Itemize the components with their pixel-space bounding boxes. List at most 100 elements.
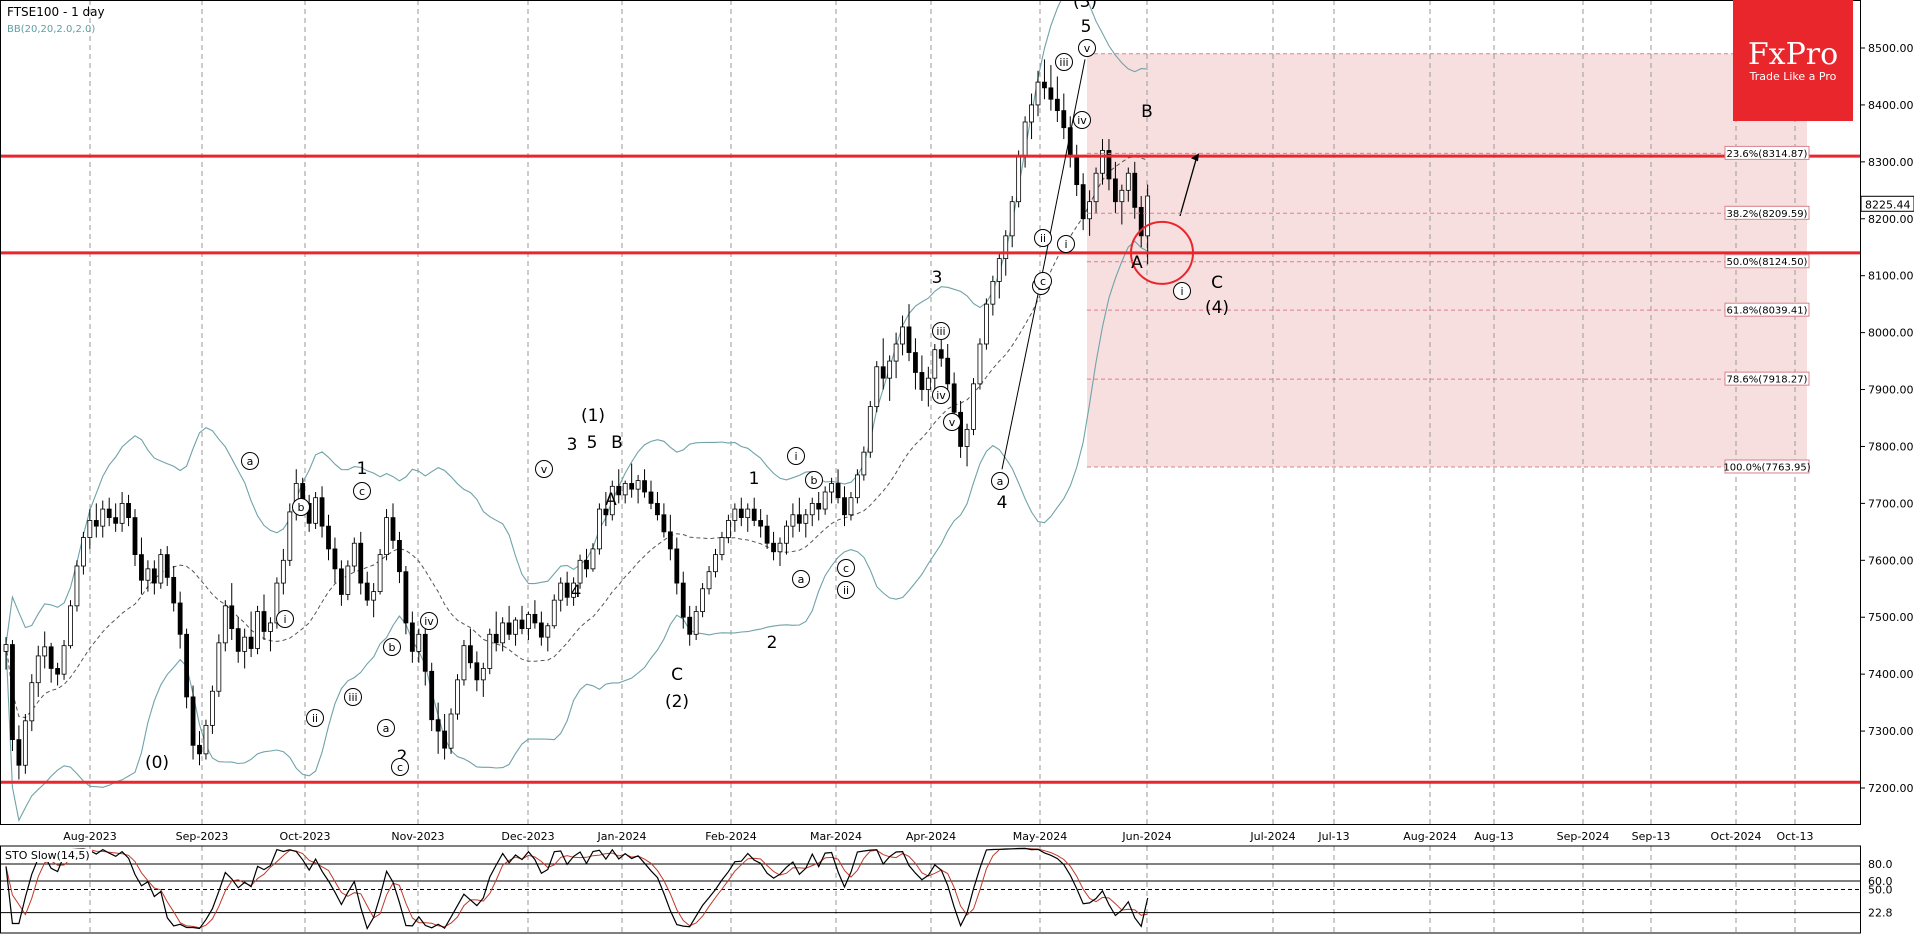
candle-body [320, 498, 324, 526]
candle-body [468, 646, 472, 663]
minor-wave-label: iii [348, 691, 357, 704]
candle-body [69, 606, 73, 646]
candle-body [507, 623, 511, 634]
x-tick-label: Jan-2024 [597, 830, 647, 843]
candle-body [1042, 82, 1046, 88]
candle-body [481, 668, 485, 679]
candle-body [907, 327, 911, 353]
wave-label: B [611, 433, 623, 453]
fib-level-label: 78.6%(7918.27) [1727, 375, 1808, 386]
candle-body [1113, 179, 1117, 202]
candle-body [1081, 185, 1085, 219]
candle-body [952, 384, 956, 412]
fibonacci-zone [1087, 54, 1807, 467]
candle-body [81, 538, 85, 566]
candle-body [823, 492, 827, 509]
candle-body [443, 731, 447, 748]
y-tick-label: 8300.00 [1868, 156, 1914, 169]
candle-body [739, 509, 743, 518]
wave-label: 5 [587, 433, 598, 453]
fib-zone-rect [1087, 54, 1807, 467]
y-tick-label: 7700.00 [1868, 497, 1914, 510]
minor-wave-label: ii [312, 712, 318, 725]
candle-body [939, 350, 943, 359]
wave-label: 4 [571, 582, 582, 602]
minor-wave-label: iv [1077, 114, 1087, 127]
candle-body [623, 483, 627, 494]
candle-body [152, 569, 156, 583]
x-tick-label: Nov-2023 [391, 830, 444, 843]
minor-wave-label: ii [1040, 232, 1046, 245]
candle-body [830, 483, 834, 492]
candle-body [288, 512, 292, 560]
fxpro-logo[interactable]: FxPro Trade Like a Pro [1733, 0, 1853, 121]
candle-body [520, 620, 524, 629]
candle-body [249, 637, 253, 648]
candle-body [984, 304, 988, 344]
sto-level-label: 50.0 [1868, 884, 1893, 897]
candle-body [772, 543, 776, 552]
minor-wave-label: i [283, 613, 286, 626]
x-tick-label: Apr-2024 [906, 830, 956, 843]
candle-body [1075, 156, 1079, 184]
candle-body [681, 583, 685, 617]
minor-wave-label: iv [936, 389, 946, 402]
sto-level-label: 22.8 [1868, 907, 1893, 920]
y-tick-label: 8400.00 [1868, 99, 1914, 112]
candle-body [546, 626, 550, 637]
candle-body [991, 281, 995, 304]
candle-body [630, 483, 634, 489]
minor-wave-label: v [541, 463, 548, 476]
candle-body [765, 526, 769, 543]
candle-body [436, 720, 440, 731]
indicator-label: BB(20,20,2.0,2.0) [7, 24, 95, 35]
candle-body [597, 509, 601, 549]
candle-body [810, 503, 814, 514]
minor-wave-label: a [798, 573, 805, 586]
x-tick-label: Jul-2024 [1249, 830, 1295, 843]
wave-label: C [1211, 273, 1223, 293]
candle-body [1088, 202, 1092, 219]
y-tick-label: 7200.00 [1868, 782, 1914, 795]
candle-body [585, 560, 589, 569]
candle-body [423, 634, 427, 671]
candle-body [391, 518, 395, 541]
candle-body [204, 725, 208, 753]
candle-body [456, 680, 460, 714]
wave-label: 1 [749, 469, 760, 489]
candle-body [30, 683, 34, 721]
candle-body [94, 520, 98, 526]
sto-level-label: 80.0 [1868, 858, 1893, 871]
fib-level-label: 100.0%(7763.95) [1723, 462, 1810, 473]
logo-name: FxPro [1748, 37, 1838, 72]
candle-body [578, 560, 582, 583]
candle-body [462, 646, 466, 680]
y-tick-label: 7600.00 [1868, 554, 1914, 567]
wave-label: 1 [357, 459, 368, 479]
candle-body [352, 543, 356, 566]
x-tick-label: Feb-2024 [705, 830, 756, 843]
candle-body [1146, 196, 1150, 236]
candle-body [926, 378, 930, 389]
minor-wave-label: iv [424, 615, 434, 628]
candle-body [797, 515, 801, 524]
candle-body [784, 526, 788, 543]
candle-body [4, 645, 8, 652]
candle-body [875, 367, 879, 407]
candle-body [268, 623, 272, 632]
candle-body [230, 606, 234, 629]
y-tick-label: 8500.00 [1868, 42, 1914, 55]
minor-wave-label: c [843, 562, 849, 575]
candle-body [17, 740, 21, 766]
wave-label: (0) [145, 753, 169, 773]
candle-body [397, 540, 401, 571]
wave-labels: (0)12(1)345ABC(2)1234(3)5ABC(4)abcabciii… [145, 0, 1229, 776]
candle-body [997, 259, 1001, 282]
x-tick-label: Jul-13 [1317, 830, 1349, 843]
minor-wave-label: iii [1059, 56, 1068, 69]
price-candles [4, 59, 1150, 779]
candle-body [533, 614, 537, 623]
